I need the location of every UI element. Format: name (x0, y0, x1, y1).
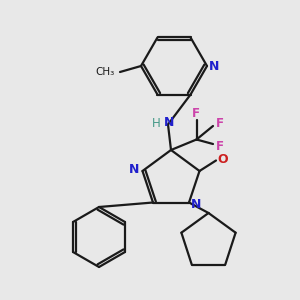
Text: N: N (208, 59, 219, 73)
Text: N: N (129, 163, 139, 176)
Text: CH₃: CH₃ (95, 67, 115, 77)
Text: O: O (217, 152, 228, 166)
Text: N: N (164, 116, 175, 129)
Text: F: F (216, 116, 224, 130)
Text: N: N (190, 198, 201, 212)
Text: F: F (216, 140, 224, 153)
Text: F: F (192, 107, 200, 120)
Text: H: H (152, 116, 161, 130)
